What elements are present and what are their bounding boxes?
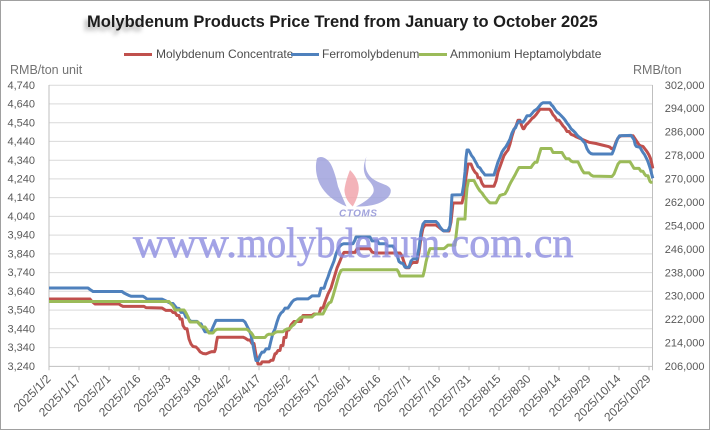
svg-text:.com.cn: .com.cn xyxy=(440,221,574,267)
svg-text:CTOMS: CTOMS xyxy=(339,209,377,220)
svg-text:3,240: 3,240 xyxy=(7,361,35,373)
svg-text:3,540: 3,540 xyxy=(7,305,35,317)
svg-text:3,840: 3,840 xyxy=(7,249,35,261)
svg-text:214,000: 214,000 xyxy=(665,338,705,350)
svg-text:4,140: 4,140 xyxy=(7,192,35,204)
svg-text:4,440: 4,440 xyxy=(7,136,35,148)
svg-text:302,000: 302,000 xyxy=(665,80,705,92)
svg-text:4,540: 4,540 xyxy=(7,117,35,129)
svg-text:RMB/ton: RMB/ton xyxy=(633,63,682,77)
svg-text:294,000: 294,000 xyxy=(665,103,705,115)
svg-text:4,340: 4,340 xyxy=(7,155,35,167)
svg-text:286,000: 286,000 xyxy=(665,127,705,139)
svg-text:270,000: 270,000 xyxy=(665,174,705,186)
svg-text:4,040: 4,040 xyxy=(7,211,35,223)
svg-text:246,000: 246,000 xyxy=(665,244,705,256)
svg-text:www.: www. xyxy=(133,221,237,267)
svg-text:3,640: 3,640 xyxy=(7,286,35,298)
svg-text:3,940: 3,940 xyxy=(7,230,35,242)
svg-text:3,740: 3,740 xyxy=(7,267,35,279)
svg-text:238,000: 238,000 xyxy=(665,267,705,279)
svg-text:262,000: 262,000 xyxy=(665,197,705,209)
svg-text:molybdenum: molybdenum xyxy=(237,221,440,267)
svg-text:222,000: 222,000 xyxy=(665,314,705,326)
svg-text:254,000: 254,000 xyxy=(665,220,705,232)
svg-text:3,340: 3,340 xyxy=(7,342,35,354)
svg-text:3,440: 3,440 xyxy=(7,323,35,335)
svg-text:RMB/ton unit: RMB/ton unit xyxy=(10,63,83,77)
svg-text:230,000: 230,000 xyxy=(665,291,705,303)
svg-text:4,740: 4,740 xyxy=(7,80,35,92)
svg-text:4,640: 4,640 xyxy=(7,99,35,111)
svg-text:206,000: 206,000 xyxy=(665,361,705,373)
svg-text:278,000: 278,000 xyxy=(665,150,705,162)
svg-text:4,240: 4,240 xyxy=(7,174,35,186)
